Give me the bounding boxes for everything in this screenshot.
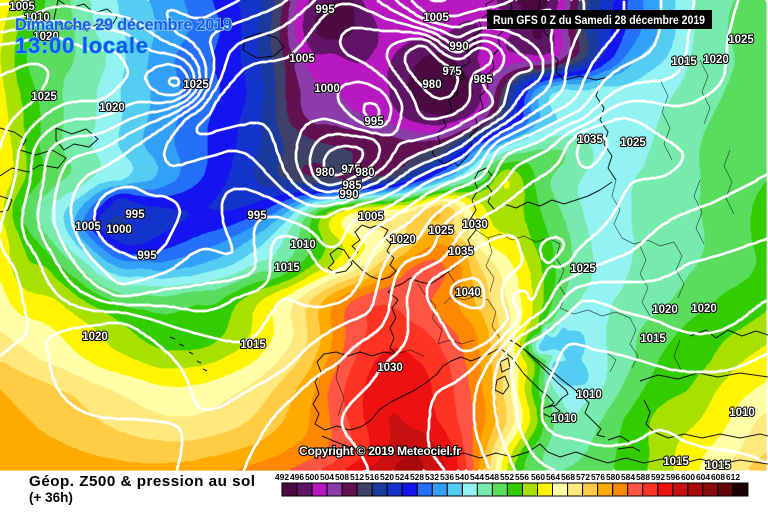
svg-text:995: 995 bbox=[315, 4, 335, 16]
svg-text:520: 520 bbox=[380, 472, 394, 482]
svg-text:1025: 1025 bbox=[728, 34, 754, 46]
svg-text:1000: 1000 bbox=[106, 224, 132, 236]
svg-text:980: 980 bbox=[422, 79, 441, 91]
svg-text:1020: 1020 bbox=[82, 331, 108, 343]
svg-text:Dimanche 29 décembre 2019: Dimanche 29 décembre 2019 bbox=[15, 16, 232, 34]
svg-text:1010: 1010 bbox=[290, 239, 316, 251]
svg-text:516: 516 bbox=[365, 472, 379, 482]
svg-text:544: 544 bbox=[470, 472, 484, 482]
svg-text:985: 985 bbox=[473, 74, 493, 86]
svg-text:1015: 1015 bbox=[640, 333, 666, 345]
svg-text:1020: 1020 bbox=[691, 303, 717, 315]
svg-text:1015: 1015 bbox=[663, 456, 689, 468]
svg-text:588: 588 bbox=[636, 472, 650, 482]
svg-text:1030: 1030 bbox=[377, 362, 403, 374]
svg-text:1010: 1010 bbox=[576, 389, 602, 401]
svg-text:1035: 1035 bbox=[577, 134, 603, 146]
svg-text:1020: 1020 bbox=[390, 234, 416, 246]
svg-text:1015: 1015 bbox=[671, 56, 697, 68]
svg-text:608: 608 bbox=[711, 472, 725, 482]
svg-text:1000: 1000 bbox=[314, 83, 340, 95]
svg-text:1005: 1005 bbox=[9, 1, 35, 13]
svg-text:975: 975 bbox=[442, 66, 462, 78]
svg-text:492: 492 bbox=[275, 472, 289, 482]
svg-text:(+ 36h): (+ 36h) bbox=[29, 490, 73, 505]
svg-text:600: 600 bbox=[681, 472, 695, 482]
svg-text:1005: 1005 bbox=[75, 221, 101, 233]
svg-text:Run GFS 0 Z du Samedi 28 décem: Run GFS 0 Z du Samedi 28 décembre 2019 bbox=[493, 13, 705, 27]
svg-text:1005: 1005 bbox=[289, 53, 315, 65]
svg-text:500: 500 bbox=[305, 472, 319, 482]
svg-text:572: 572 bbox=[576, 472, 590, 482]
svg-text:528: 528 bbox=[410, 472, 424, 482]
svg-text:1015: 1015 bbox=[240, 339, 266, 351]
svg-text:568: 568 bbox=[561, 472, 575, 482]
svg-text:584: 584 bbox=[621, 472, 635, 482]
svg-text:1040: 1040 bbox=[455, 287, 481, 299]
svg-text:552: 552 bbox=[500, 472, 514, 482]
svg-text:975: 975 bbox=[341, 164, 361, 176]
svg-text:1010: 1010 bbox=[729, 407, 755, 419]
svg-text:1025: 1025 bbox=[428, 225, 454, 237]
svg-text:990: 990 bbox=[339, 189, 358, 201]
svg-text:1015: 1015 bbox=[274, 262, 300, 274]
svg-text:1005: 1005 bbox=[358, 211, 384, 223]
svg-text:1010: 1010 bbox=[551, 413, 577, 425]
svg-text:580: 580 bbox=[606, 472, 620, 482]
svg-text:1020: 1020 bbox=[33, 31, 59, 43]
svg-text:556: 556 bbox=[515, 472, 529, 482]
svg-text:612: 612 bbox=[726, 472, 740, 482]
svg-text:995: 995 bbox=[364, 116, 384, 128]
svg-text:13:00 locale: 13:00 locale bbox=[15, 33, 148, 58]
svg-text:985: 985 bbox=[342, 180, 362, 192]
svg-text:592: 592 bbox=[651, 472, 665, 482]
svg-text:1035: 1035 bbox=[448, 246, 474, 258]
svg-text:512: 512 bbox=[350, 472, 364, 482]
svg-text:504: 504 bbox=[320, 472, 334, 482]
svg-text:540: 540 bbox=[455, 472, 469, 482]
svg-text:1015: 1015 bbox=[705, 460, 731, 472]
svg-text:Copyright © 2019 Meteociel.fr: Copyright © 2019 Meteociel.fr bbox=[299, 444, 461, 458]
svg-text:536: 536 bbox=[440, 472, 454, 482]
svg-text:980: 980 bbox=[355, 167, 374, 179]
svg-text:Géop. Z500 & pression au sol: Géop. Z500 & pression au sol bbox=[29, 473, 255, 490]
svg-text:496: 496 bbox=[290, 472, 304, 482]
svg-text:995: 995 bbox=[247, 210, 267, 222]
svg-text:560: 560 bbox=[531, 472, 545, 482]
svg-text:596: 596 bbox=[666, 472, 680, 482]
svg-text:1020: 1020 bbox=[703, 54, 729, 66]
svg-text:1010: 1010 bbox=[24, 12, 50, 24]
svg-text:995: 995 bbox=[137, 250, 157, 262]
svg-text:995: 995 bbox=[125, 209, 145, 221]
svg-text:1025: 1025 bbox=[570, 263, 596, 275]
svg-text:524: 524 bbox=[395, 472, 409, 482]
svg-text:604: 604 bbox=[696, 472, 710, 482]
svg-text:1020: 1020 bbox=[99, 102, 125, 114]
svg-text:1005: 1005 bbox=[423, 12, 449, 24]
svg-text:548: 548 bbox=[485, 472, 499, 482]
svg-text:1025: 1025 bbox=[31, 91, 57, 103]
svg-text:990: 990 bbox=[449, 41, 468, 53]
svg-text:1025: 1025 bbox=[620, 137, 646, 149]
svg-text:1025: 1025 bbox=[183, 79, 209, 91]
svg-text:576: 576 bbox=[591, 472, 605, 482]
svg-text:532: 532 bbox=[425, 472, 439, 482]
svg-text:1030: 1030 bbox=[462, 219, 488, 231]
svg-text:980: 980 bbox=[315, 167, 334, 179]
svg-text:1020: 1020 bbox=[652, 304, 678, 316]
svg-text:564: 564 bbox=[546, 472, 560, 482]
svg-text:508: 508 bbox=[335, 472, 349, 482]
